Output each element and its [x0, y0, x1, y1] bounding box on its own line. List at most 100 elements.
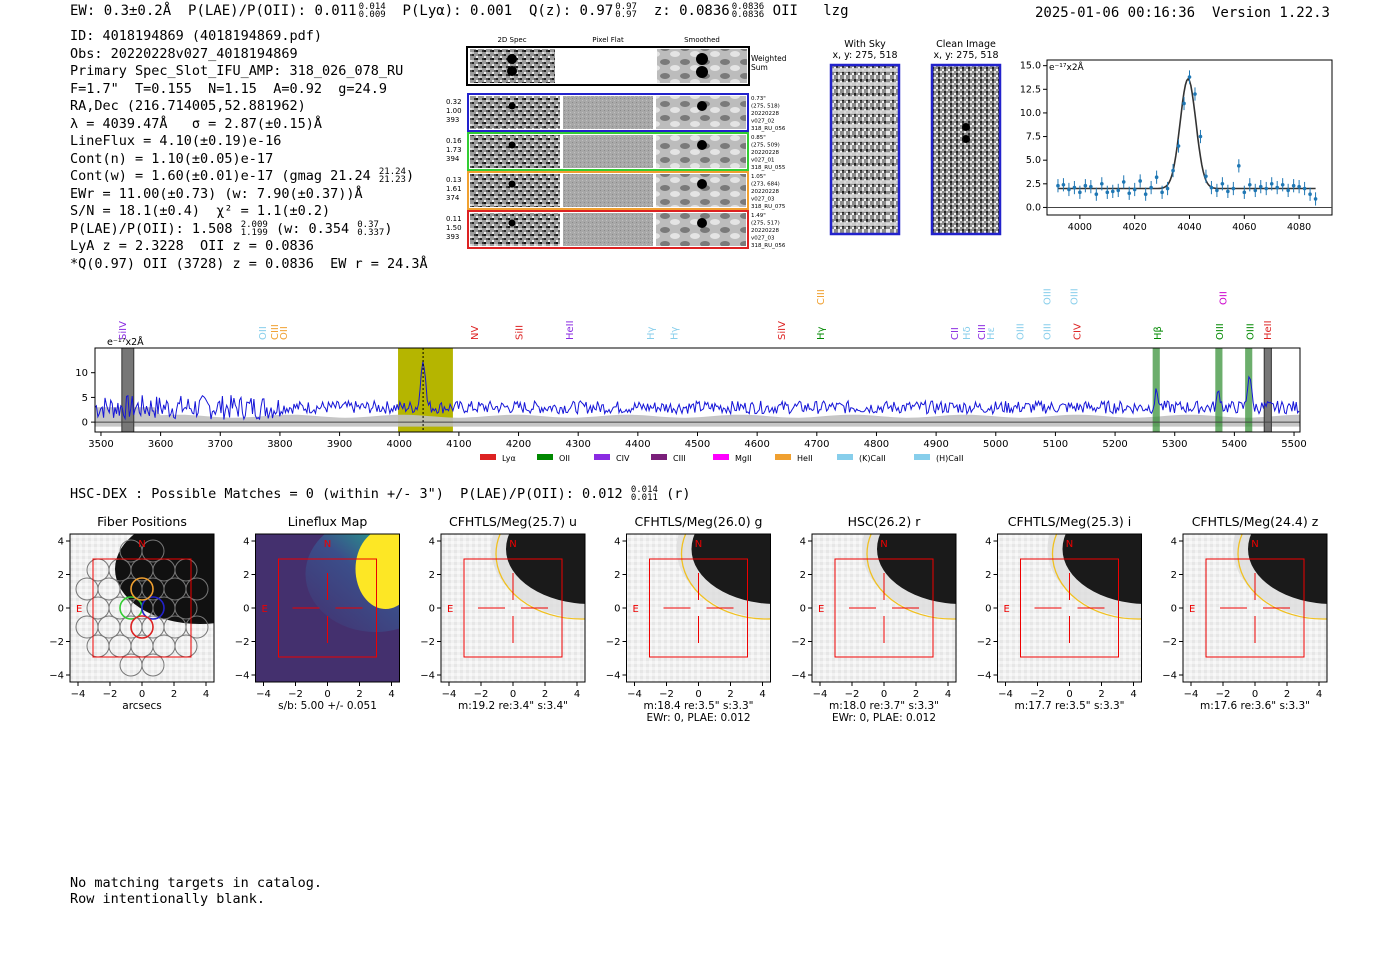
north-label: N: [1251, 539, 1258, 550]
fit-data-point: [1264, 181, 1269, 196]
fiber-circle: [141, 653, 165, 677]
spectrum-xtick-label: 5000: [983, 439, 1008, 450]
fit-data-point: [1198, 129, 1203, 144]
fit-data-point: [1231, 181, 1236, 196]
header-z-hi: 0.0836: [731, 2, 765, 12]
panel-xtick-label: −2: [288, 689, 303, 700]
header-tag: lzg: [823, 3, 849, 19]
fit-data-point: [1067, 182, 1071, 197]
cutout-right-label: 20220228: [751, 189, 779, 195]
fit-data-point: [1286, 183, 1290, 198]
line-marker: SiIV: [118, 321, 129, 340]
panel-ytick-label: 2: [1171, 570, 1177, 581]
spectrum-xtick-label: 4700: [804, 439, 829, 450]
image-panel-title: Lineflux Map: [288, 514, 368, 529]
cutout-right-label: (273, 684): [751, 182, 780, 188]
fit-data-point: [1078, 185, 1082, 199]
line-marker-label: SiIV: [777, 321, 788, 340]
fit-data-point: [1138, 174, 1142, 188]
header-plae: P(LAE)/P(OII): 0.011: [188, 3, 357, 19]
panel-caption: m:17.6 re:3.6" s:3.3": [1200, 700, 1310, 712]
image-panel-title: HSC(26.2) r: [848, 514, 922, 529]
image-panel: CFHTLS/Meg(25.3) iNE−44−22002−24−4m:17.7…: [977, 514, 1142, 712]
line-marker-label: CII: [950, 327, 961, 340]
panel-ytick-label: 4: [614, 537, 620, 548]
panel-caption: s/b: 5.00 +/- 0.051: [278, 700, 377, 712]
cutout-right-label: 318_RU_056: [751, 126, 786, 132]
panel-caption-secondary: EWr: 0, PLAE: 0.012: [646, 712, 750, 724]
fit-data-point: [1182, 96, 1186, 111]
cutout-pixel-flat: [563, 135, 653, 168]
catalog-note-line1: No matching targets in catalog.: [70, 875, 322, 891]
legend-item: CIII: [651, 454, 686, 463]
cutout-pixel-flat: [563, 174, 653, 207]
cutout-header: Smoothed: [684, 36, 720, 44]
panel-xtick-label: −2: [1216, 689, 1231, 700]
info-q-line: *Q(0.97) OII (3728) z = 0.0836 EW r = 24…: [70, 255, 428, 272]
spectrum-xtick-label: 4200: [506, 439, 531, 450]
panel-ytick-label: 0: [58, 604, 64, 615]
legend-label: HeII: [797, 454, 813, 463]
spectrum-xtick-label: 4000: [387, 439, 412, 450]
legend-label: Lyα: [502, 454, 516, 463]
fit-data-point: [1242, 185, 1247, 199]
info-gmag-lo: 21.23: [378, 175, 406, 185]
east-label: E: [447, 604, 453, 615]
fit-data-point: [1302, 181, 1307, 196]
line-marker-label: CIII: [270, 324, 281, 340]
spectrum-xtick-label: 5200: [1102, 439, 1127, 450]
panel-xtick-label: 2: [356, 689, 362, 700]
fit-data-point: [1215, 183, 1219, 198]
line-marker: OII: [1218, 291, 1229, 305]
north-label: N: [509, 539, 516, 550]
fit-xtick-label: 4020: [1123, 222, 1147, 233]
cutout-right-label: 318_RU_055: [751, 165, 786, 171]
fit-data-point: [1094, 187, 1099, 201]
masked-window: [1263, 347, 1272, 433]
header-qz: Q(z): 0.97: [528, 3, 614, 19]
spectrum-xtick-label: 4500: [685, 439, 710, 450]
fit-xtick-label: 4000: [1068, 222, 1092, 233]
line-marker-label: CIII: [816, 289, 827, 305]
fit-ytick-label: 10.0: [1020, 108, 1041, 119]
line-marker: Hβ: [1153, 326, 1164, 340]
legend-label: CIV: [616, 454, 630, 463]
cutout-right-label: (275, 518): [751, 104, 780, 110]
panel-ytick-label: 0: [614, 604, 620, 615]
fit-data-point: [1116, 183, 1121, 198]
fit-data-point: [1149, 180, 1153, 195]
header-datetime: 2025-01-06 00:16:36: [1034, 5, 1196, 21]
panel-xtick-label: 2: [171, 689, 177, 700]
panel-ytick-label: −4: [49, 671, 64, 682]
cutout-pixel-flat: [563, 213, 653, 246]
panel-ytick-label: 4: [1171, 537, 1177, 548]
info-fwhm: F=1.7" T=0.155 N=1.15 A=0.92 g=24.9: [70, 80, 387, 97]
fit-data-point: [1072, 180, 1077, 195]
hsc-lo: 0.011: [630, 493, 658, 503]
panel-ytick-label: −4: [606, 671, 621, 682]
cutout-2d-spec: [470, 174, 560, 207]
cutout-smoothed: [656, 96, 746, 129]
legend-item: CIV: [594, 454, 630, 463]
fiber-circle: [141, 539, 165, 563]
fiber-circle: [174, 596, 198, 620]
panel-ytick-label: 0: [800, 604, 806, 615]
info-primary: Primary Spec_Slot_IFU_AMP: 318_026_078_R…: [70, 63, 404, 79]
panel-xtick-label: 2: [913, 689, 919, 700]
panel-ytick-label: 0: [243, 604, 249, 615]
panel-ytick-label: −4: [791, 671, 806, 682]
info-contn: Cont(n) = 1.10(±0.05)e-17: [70, 150, 274, 167]
search-box: [278, 558, 377, 658]
cutout-left-label: 393: [446, 116, 459, 124]
galaxy-aperture: [495, 534, 585, 620]
hsc-hi: 0.014: [630, 485, 658, 495]
cutout-right-label: (275, 509): [751, 143, 780, 149]
hsc-dex-summary: HSC-DEX : Possible Matches = 0 (within +…: [70, 485, 690, 503]
spectrum-ytick-label: 10: [75, 368, 88, 379]
search-box: [463, 558, 563, 658]
fit-data-point: [1291, 179, 1296, 193]
clean-image-title: Clean Image: [936, 39, 996, 50]
cutout-right-label: 20220228: [751, 228, 779, 234]
cutout-left-label: 393: [446, 233, 459, 241]
